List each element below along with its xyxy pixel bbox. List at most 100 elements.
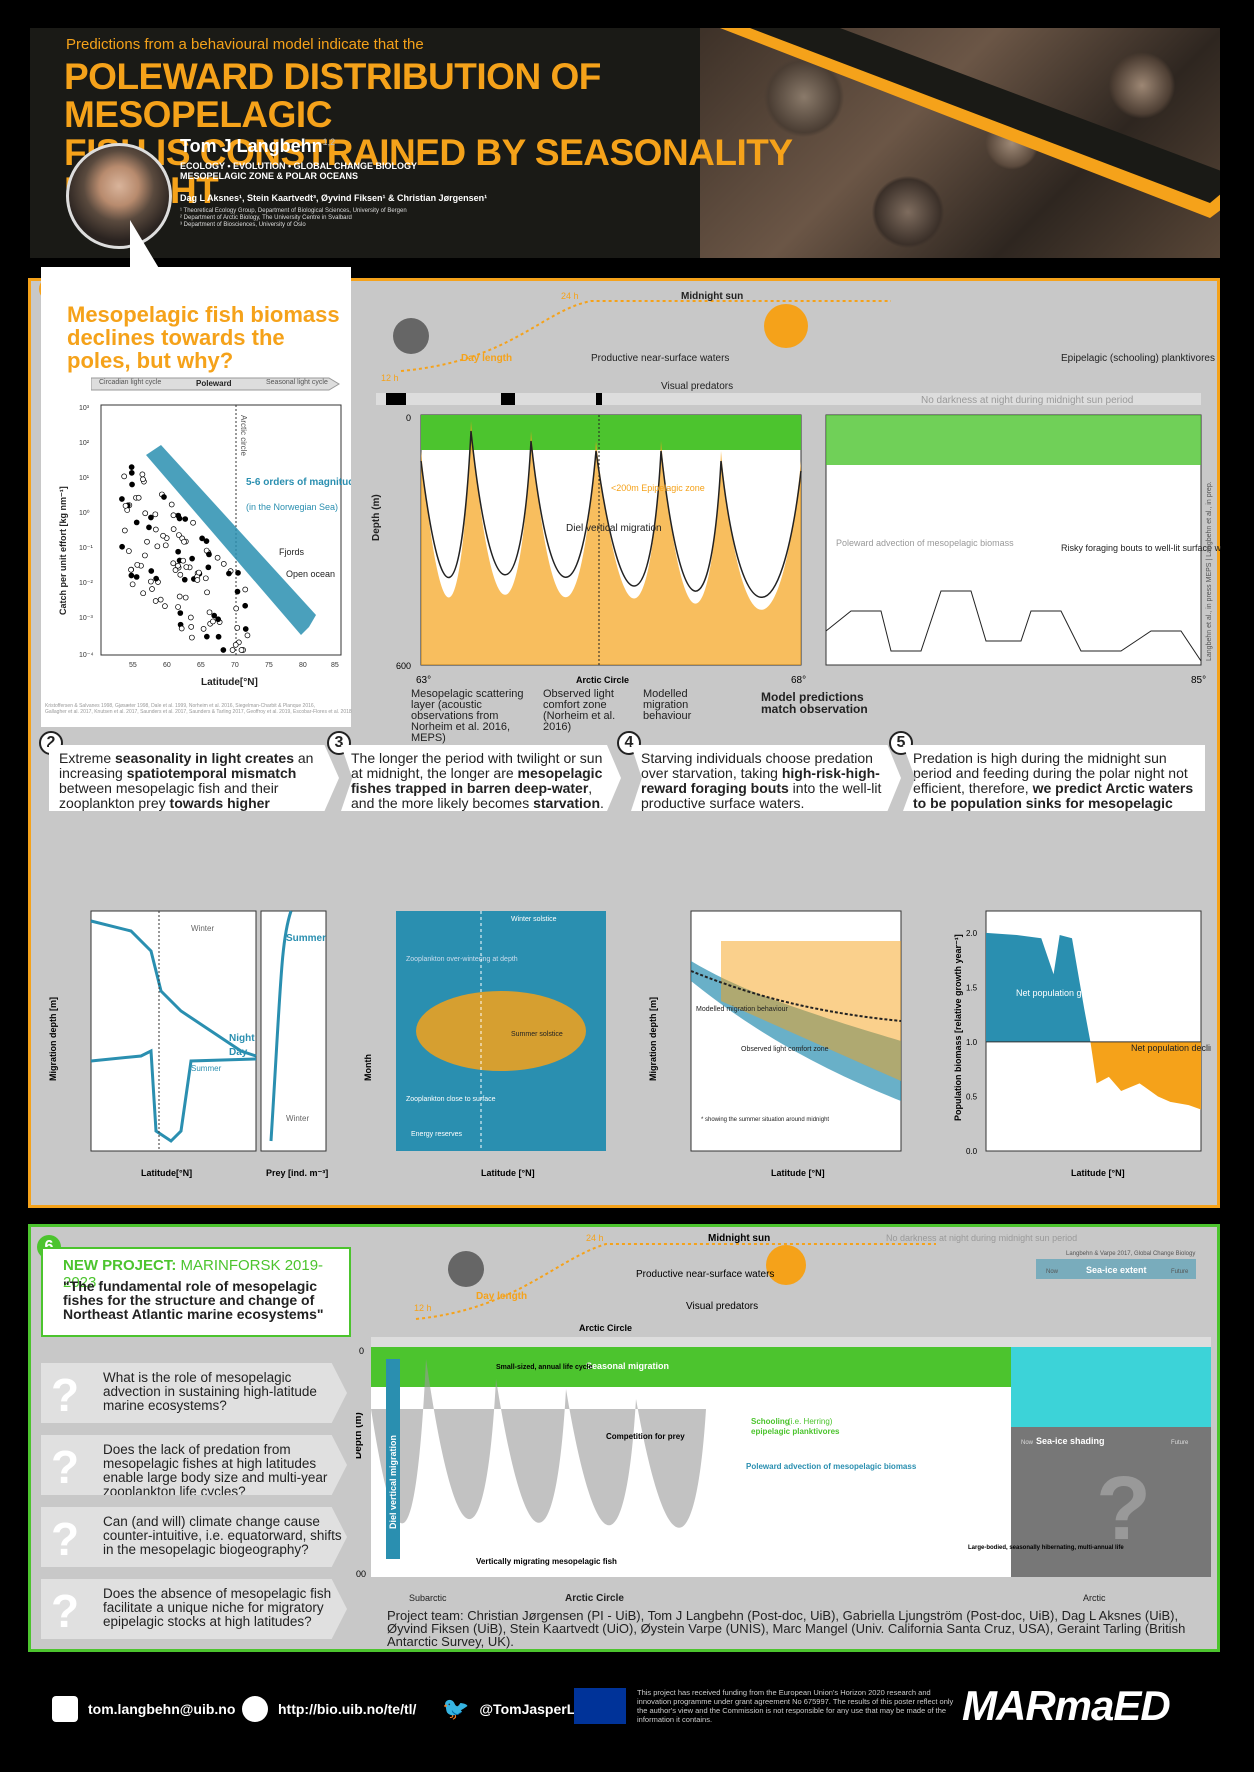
scatter-point [140, 476, 146, 483]
scatter-point [128, 464, 135, 470]
future-label-2: Future [1171, 1440, 1189, 1446]
new-project-label: NEW PROJECT: [63, 1257, 177, 1274]
biomass-scatter: 10³ 10² 10¹ 10⁰ 10⁻¹ 10⁻² 10⁻³ 10⁻⁴ 55 6… [58, 404, 351, 688]
scatter-point [187, 614, 194, 621]
funding-text: This project has received funding from t… [637, 1688, 954, 1724]
scatter-point [226, 570, 232, 577]
scatter-point [215, 633, 222, 640]
c3-energy: Energy reserves [411, 1131, 462, 1138]
scatter-point [172, 567, 179, 573]
marmaed-logo: MARmaED [962, 1682, 1171, 1729]
new-project-card: NEW PROJECT: MARINFORSK 2019-2023 "The f… [41, 1247, 351, 1337]
scatter-point [189, 634, 195, 641]
scatter-point [142, 510, 149, 517]
question-heading: Mesopelagic fish biomass declines toward… [67, 302, 340, 373]
scatter-point [142, 552, 148, 559]
c3-summer-solstice: Summer solstice [511, 1031, 563, 1038]
productive-label: Productive near-surface waters [591, 353, 729, 364]
depth0-label: 0 [406, 413, 411, 423]
marinforsk-label: MARINFORSK 2019-2023 [63, 1257, 324, 1291]
scatter-point [133, 519, 140, 526]
scatter-point [129, 481, 135, 488]
email-link[interactable]: tom.langbehn@uib.no [52, 1696, 235, 1722]
p6-productive: Productive near-surface waters [636, 1269, 774, 1280]
p6-depth600: 600 [356, 1569, 366, 1579]
scatter-point [175, 562, 181, 569]
p6-visual-predators: Visual predators [686, 1301, 758, 1312]
panel-1: 1 Mesopelagic fish biomass declines towa… [28, 267, 1221, 1208]
scatter-point [234, 588, 241, 595]
poster-title: POLEWARD DISTRIBUTION OF MESOPELAGIC FIS… [64, 58, 824, 210]
portrait-callout [130, 220, 160, 270]
scatter-point [149, 586, 155, 592]
light-cycle-arrow [91, 377, 340, 391]
question-mark-icon: ? [51, 1585, 80, 1637]
scatter-point [144, 538, 150, 545]
epipelagic-label: Epipelagic (schooling) planktivores [1061, 353, 1215, 364]
arrow-left-label: Circadian light cycle [99, 379, 162, 386]
arctic-circle-label: Arctic circle [239, 415, 248, 456]
small-sized: Small-sized, annual life cycle [496, 1364, 593, 1371]
c5-ytick: 0.0 [966, 1147, 978, 1156]
arctic-circle-top: Arctic Circle [579, 1323, 632, 1333]
c2-summer: Summer [191, 1064, 222, 1073]
sea-ice-extent: Sea-ice extent [1086, 1265, 1147, 1275]
scatter-point [177, 571, 184, 578]
scatter-xlabel: Latitude[°N] [201, 677, 258, 688]
scatter-point [178, 625, 185, 632]
scatter-point [162, 542, 169, 549]
c5-ytick: 2.0 [966, 929, 978, 938]
c3-xlabel: Latitude [°N] [481, 1168, 535, 1178]
fjords-label: Fjords [279, 547, 305, 557]
scatter-point [176, 593, 183, 600]
twitter-link[interactable]: 🐦 @TomJasperL [442, 1696, 576, 1721]
scatter-point [242, 602, 249, 609]
pretitle: Predictions from a behavioural model ind… [66, 36, 424, 53]
scatter-point [161, 494, 167, 500]
ytick: 10⁻² [79, 580, 93, 587]
schooling-eg: (i.e. Herring) [788, 1417, 833, 1426]
refs: Kristoffersen & Salvanes 1998, Gjøsæter … [45, 703, 352, 715]
coauthors: Dag L Aksnes¹, Stein Kaartvedt³, Øyvind … [180, 193, 488, 203]
scatter-point [233, 605, 240, 612]
poster-header: Predictions from a behavioural model ind… [30, 28, 1220, 258]
c2-xlabel: Latitude[°N] [141, 1168, 192, 1178]
xtick: 70 [231, 662, 239, 669]
scatter-point [244, 632, 251, 639]
c3-ylabel: Month [363, 1054, 373, 1081]
p6-h12: 12 h [414, 1303, 432, 1313]
web-link[interactable]: http://bio.uib.no/te/tl/ [242, 1696, 416, 1722]
arctic-circle-bottom: Arctic Circle [565, 1593, 624, 1604]
step-2-card: Extreme seasonality in light creates an … [49, 745, 339, 811]
scatter-point [119, 496, 125, 502]
project-quote: "The fundamental role of mesopelagic fis… [63, 1278, 324, 1322]
badge-5: 5 [889, 731, 913, 755]
arctic-label: Arctic [1083, 1593, 1106, 1603]
bottom-charts: Winter Summer Night Day Summer Winter Mi… [48, 910, 1211, 1178]
c4-note: * showing the summer situation around mi… [701, 1117, 829, 1123]
cursor-icon [242, 1696, 268, 1722]
diel-label: Diel vertical migration [566, 523, 662, 534]
scatter-point [128, 470, 135, 476]
author-name: Tom J Langbehn1,2 [180, 136, 336, 156]
xtick: 55 [129, 662, 137, 669]
scatter-point [126, 548, 132, 554]
xtick: 80 [299, 662, 307, 669]
c4-modelled: Modelled migration behaviour [696, 1006, 788, 1013]
scatter-point [140, 590, 147, 597]
scatter-point [220, 647, 227, 653]
c5-ylabel: Population biomass [relative growth year… [953, 934, 963, 1121]
c5-growth-area [986, 932, 1091, 1042]
h12-label: 12 h [381, 373, 399, 383]
arrow-right-label: Seasonal light cycle [266, 379, 328, 386]
scatter-point [238, 647, 245, 653]
question-card: Mesopelagic fish biomass declines toward… [41, 267, 351, 727]
author-portrait [66, 143, 172, 249]
title-line-1: POLEWARD DISTRIBUTION OF MESOPELAGIC [64, 56, 601, 135]
scatter-point [177, 610, 184, 616]
scatter-point [119, 543, 125, 550]
step-4-card: Starving individuals choose predation ov… [631, 745, 901, 811]
scatter-point [152, 511, 159, 518]
xtick: 75 [265, 662, 273, 669]
schooling2: epipelagic planktivores [751, 1427, 840, 1436]
